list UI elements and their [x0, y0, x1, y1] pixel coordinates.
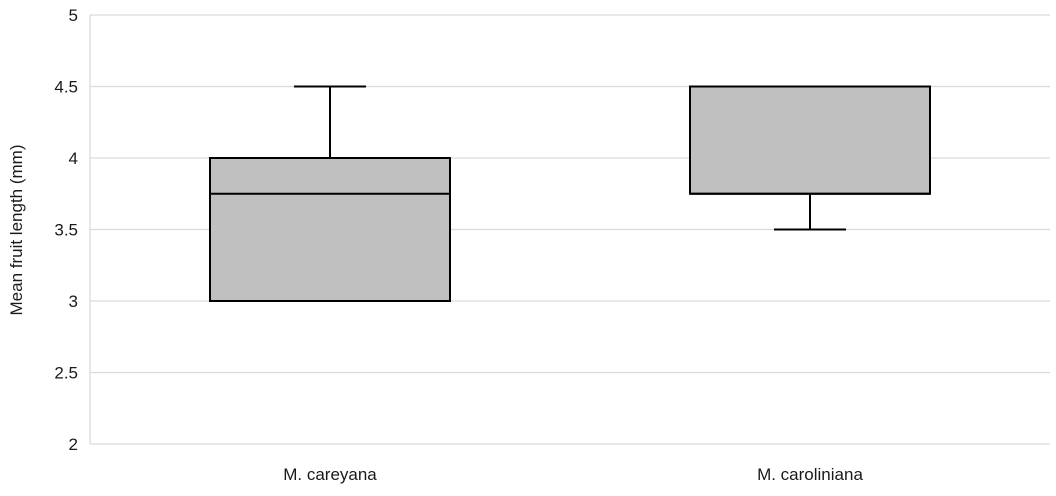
y-tick-label: 2.5 — [54, 364, 78, 383]
iqr-box — [209, 157, 451, 302]
y-axis-title: Mean fruit length (mm) — [7, 145, 26, 316]
y-tick-label: 3 — [69, 292, 78, 311]
box-1 — [209, 85, 451, 302]
y-tick-label: 4 — [69, 149, 78, 168]
x-axis-category-labels: M. careyana M. caroliniana — [283, 465, 863, 484]
y-tick-label: 3.5 — [54, 221, 78, 240]
y-axis-tick-labels: 2 2.5 3 3.5 4 4.5 5 — [54, 6, 78, 454]
iqr-box — [689, 85, 931, 195]
y-tick-label: 2 — [69, 435, 78, 454]
y-tick-label: 5 — [69, 6, 78, 25]
x-category-label: M. caroliniana — [757, 465, 863, 484]
y-tick-label: 4.5 — [54, 78, 78, 97]
box-series — [209, 85, 931, 302]
x-category-label: M. careyana — [283, 465, 377, 484]
box-2 — [689, 85, 931, 231]
